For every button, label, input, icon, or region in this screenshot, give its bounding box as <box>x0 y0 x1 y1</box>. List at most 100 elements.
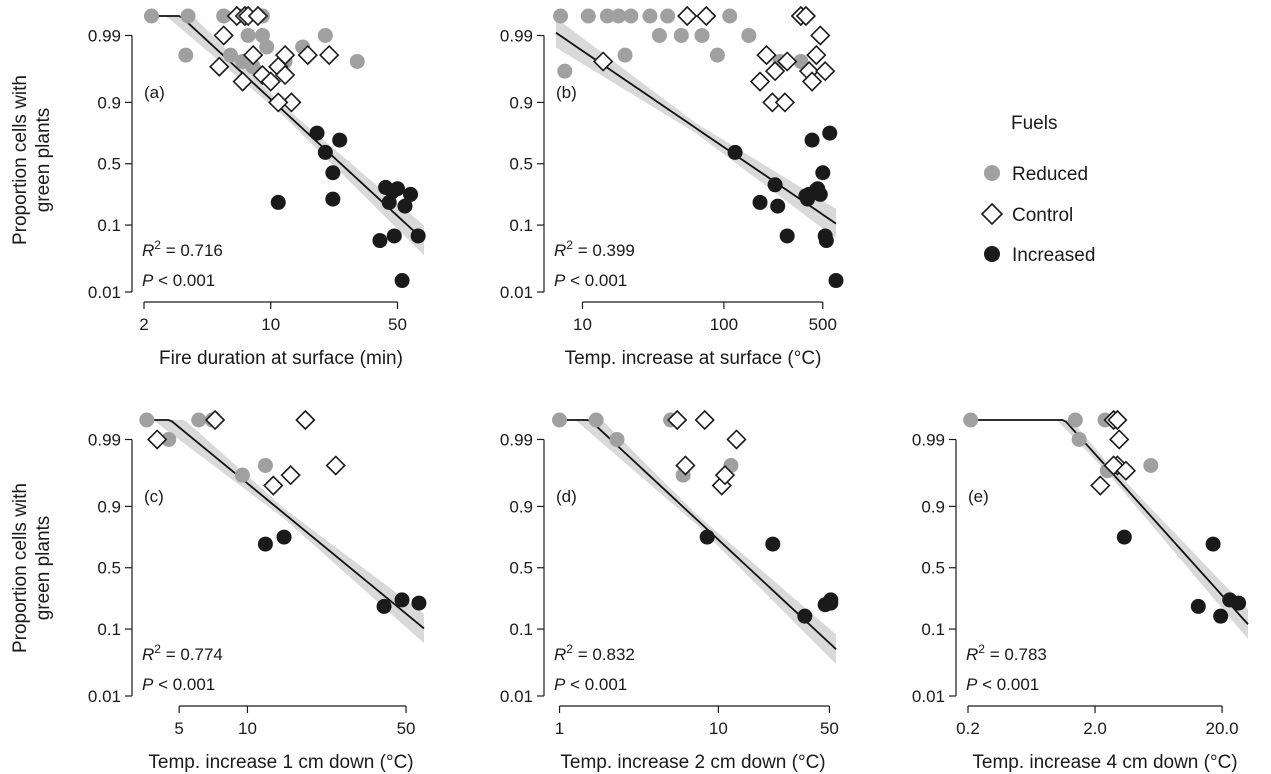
point-control <box>268 92 289 113</box>
point-control <box>764 61 786 82</box>
point-reduced <box>240 27 256 43</box>
point-reduced <box>1071 431 1087 447</box>
point-reduced <box>673 27 689 43</box>
y-tick-label: 0.99 <box>912 430 945 449</box>
point-control <box>319 44 340 66</box>
point-increased <box>397 198 413 214</box>
y-tick-label: 0.5 <box>97 559 121 578</box>
point-increased <box>818 233 834 249</box>
point-control <box>675 455 696 476</box>
r-squared-text: R2 = 0.832 <box>554 642 635 664</box>
y-tick-label: 0.01 <box>500 687 533 706</box>
point-increased <box>727 144 743 160</box>
point-increased <box>815 165 831 181</box>
panel-label: (c) <box>144 487 164 506</box>
point-control <box>694 409 715 431</box>
x-tick-label: 20.0 <box>1206 719 1239 738</box>
point-increased <box>394 273 410 289</box>
point-reduced <box>651 27 667 43</box>
point-reduced <box>553 8 569 24</box>
point-increased <box>276 529 292 545</box>
point-control <box>297 44 318 66</box>
point-increased <box>1116 529 1132 545</box>
r-squared-text: R2 = 0.716 <box>142 238 223 260</box>
y-tick-label: 0.5 <box>921 559 945 578</box>
x-tick-label: 500 <box>809 315 837 334</box>
point-control <box>280 465 301 486</box>
point-control <box>260 71 281 92</box>
point-control <box>774 92 796 113</box>
point-control <box>281 92 302 113</box>
y-tick-label: 0.99 <box>88 26 121 45</box>
point-reduced <box>216 8 232 24</box>
point-control <box>274 44 296 66</box>
point-control <box>204 409 226 431</box>
point-control <box>777 51 798 72</box>
y-tick-label: 0.5 <box>509 559 533 578</box>
point-reduced <box>180 8 196 24</box>
point-reduced <box>161 431 177 447</box>
panel-d: 0.01 0.1 0.5 0.9 0.99 1 10 50 Temp. increase 2 c… <box>500 409 839 773</box>
legend-label-control: Control <box>1012 205 1073 226</box>
point-reduced <box>793 53 809 69</box>
y-tick-label: 0.5 <box>509 155 533 174</box>
point-control <box>1115 460 1137 481</box>
panel-e: 0.01 0.1 0.5 0.9 0.99 0.2 2.0 20.0 Temp. increas… <box>912 409 1249 773</box>
y-tick-label: 0.9 <box>509 93 533 112</box>
ylabel-bottom-line1: Proportion cells with <box>10 483 31 653</box>
point-increased <box>1213 608 1229 624</box>
point-reduced <box>709 47 725 63</box>
point-reduced <box>963 412 979 428</box>
point-reduced <box>617 47 633 63</box>
fitted-curve <box>556 419 837 650</box>
point-increased <box>257 536 273 552</box>
point-control <box>756 44 777 66</box>
point-reduced <box>660 8 676 24</box>
panel-b: 0.01 0.1 0.5 0.9 0.99 10 100 500 Temp. increase … <box>500 5 844 369</box>
y-tick-label: 0.01 <box>500 283 533 302</box>
legend-label-reduced: Reduced <box>1012 164 1088 185</box>
point-increased <box>1190 598 1206 614</box>
point-reduced <box>623 8 639 24</box>
point-increased <box>386 228 402 244</box>
point-increased <box>376 598 392 614</box>
x-tick-label: 10 <box>573 315 592 334</box>
point-increased <box>767 177 783 193</box>
point-reduced <box>642 8 658 24</box>
confidence-band <box>556 420 836 664</box>
x-axis-title: Temp. increase 4 cm down (°C) <box>972 752 1237 773</box>
panel-c: 0.01 0.1 0.5 0.9 0.99 5 10 50 Temp. increase 1 c… <box>88 409 427 773</box>
x-tick-label: 2 <box>139 315 148 334</box>
x-axis-title: Fire duration at surface (min) <box>159 348 403 369</box>
point-control <box>726 429 747 450</box>
y-tick-label: 0.01 <box>88 687 121 706</box>
panel-label: (a) <box>144 83 165 102</box>
point-increased <box>410 228 426 244</box>
y-tick-label: 0.9 <box>97 93 121 112</box>
point-reduced <box>144 8 160 24</box>
point-increased <box>390 181 406 197</box>
point-control <box>295 409 316 431</box>
point-reduced <box>178 47 194 63</box>
y-tick-label: 0.9 <box>509 497 533 516</box>
point-increased <box>317 144 333 160</box>
point-reduced <box>609 431 625 447</box>
y-tick-label: 0.01 <box>88 283 121 302</box>
point-control <box>325 455 346 476</box>
y-tick-label: 0.5 <box>97 155 121 174</box>
point-reduced <box>259 39 275 55</box>
point-control <box>696 5 717 27</box>
point-control <box>1103 455 1124 476</box>
point-reduced <box>588 412 604 428</box>
point-increased <box>699 529 715 545</box>
point-reduced <box>234 467 250 483</box>
panel-a: 0.01 0.1 0.5 0.9 0.99 2 10 50 Fire duration at s… <box>88 5 426 369</box>
point-control <box>714 465 736 486</box>
point-control <box>1107 409 1128 431</box>
point-increased <box>823 595 839 611</box>
point-reduced <box>741 27 757 43</box>
legend-label-increased: Increased <box>1012 245 1095 266</box>
point-reduced <box>349 53 365 69</box>
point-increased <box>804 132 820 148</box>
